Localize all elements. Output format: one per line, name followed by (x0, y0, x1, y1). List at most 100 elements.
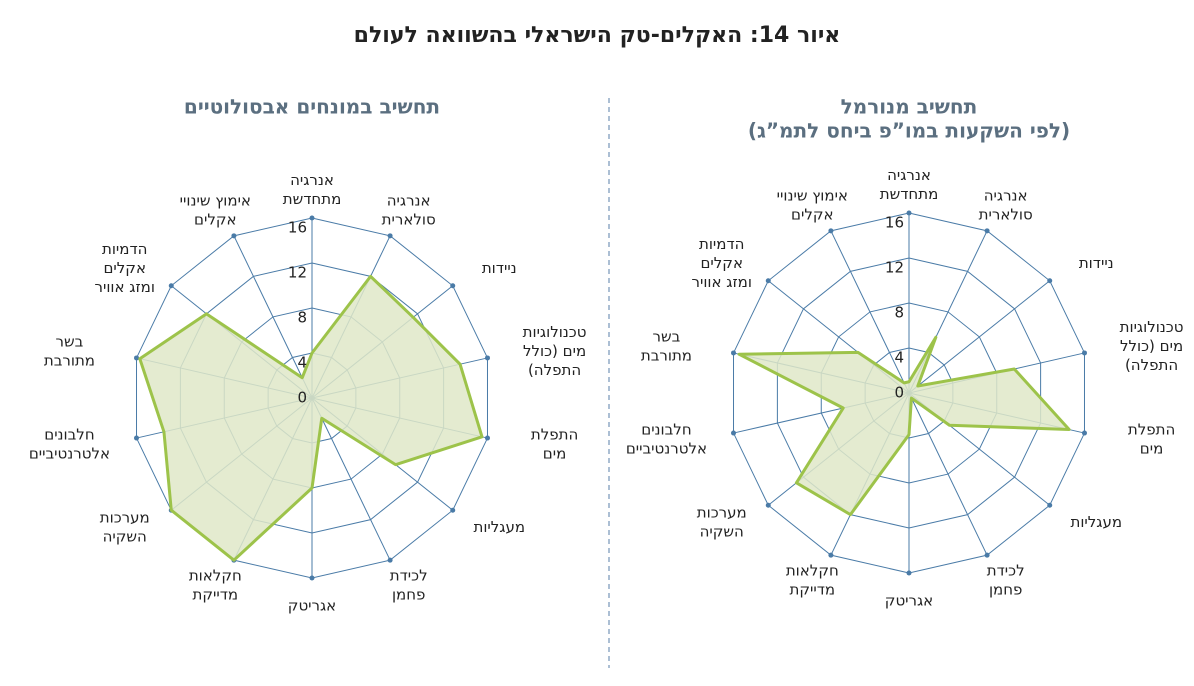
category-label: אקלים (194, 211, 237, 229)
spoke-end (1047, 278, 1053, 284)
y-tick-label: 0 (297, 389, 307, 407)
category-label: מדייקת (790, 580, 836, 598)
spoke (311, 397, 391, 561)
spoke-end (828, 228, 834, 234)
category-label: פחמן (989, 580, 1022, 598)
category-label: אנרגיה (984, 187, 1028, 205)
category-label: מעגליות (473, 518, 525, 536)
category-label: הדמיות (699, 235, 744, 253)
category-label: סולארית (979, 206, 1033, 224)
spoke-end (731, 430, 737, 436)
spoke-end (828, 552, 834, 558)
spoke-end (231, 233, 237, 239)
figure-title: איור 14: האקלים-טק הישראלי בהשוואה לעולם (354, 23, 841, 48)
category-label: אימוץ שינויי (180, 192, 251, 210)
category-label: מתחדשת (283, 190, 342, 208)
category-label: סולארית (382, 211, 436, 229)
spoke-end (134, 435, 140, 441)
spoke-end (168, 283, 174, 289)
spoke (908, 280, 1051, 394)
data-area (138, 274, 484, 562)
y-tick-label: 12 (885, 259, 904, 277)
category-label: אגריטק (885, 592, 933, 610)
y-tick-label: 4 (297, 354, 307, 372)
category-label: מים (כולל (1120, 337, 1183, 355)
category-label: חלבונים (44, 425, 94, 443)
category-label: חלבונים (641, 420, 691, 438)
category-label: מים (543, 444, 567, 462)
spoke-end (387, 233, 393, 239)
category-label: חקלאות (786, 561, 839, 579)
spoke (908, 392, 988, 556)
category-label: אקלים (791, 206, 834, 224)
category-label: ומזג אוויר (692, 273, 752, 291)
category-label: אקלים (103, 259, 146, 277)
category-label: ניידות (1079, 254, 1114, 272)
spoke-end (309, 575, 315, 581)
category-label: התפלה) (528, 361, 581, 379)
category-label: מתחדשת (880, 185, 939, 203)
category-label: השקיה (103, 528, 147, 546)
category-label: ומזג אוויר (95, 278, 155, 296)
y-tick-label: 8 (297, 309, 307, 327)
category-label: מים (כולל (523, 342, 586, 360)
category-label: מתורבת (44, 352, 95, 370)
category-label: חקלאות (189, 566, 242, 584)
spoke (233, 235, 313, 399)
chart-title: תחשיב במונחים אבסולוטיים (184, 95, 440, 119)
spoke-end (484, 435, 490, 441)
y-tick-label: 12 (288, 264, 307, 282)
category-label: אימוץ שינויי (777, 187, 848, 205)
category-label: לכידת (390, 566, 428, 584)
category-label: אגריטק (288, 597, 336, 615)
y-tick-label: 4 (894, 349, 904, 367)
spoke-end (731, 350, 737, 356)
category-label: הדמיות (102, 240, 147, 258)
category-label: התפלת (531, 425, 578, 443)
category-label: אנרגיה (387, 192, 431, 210)
category-label: אלטרנטיביים (626, 439, 707, 457)
spoke-end (1081, 430, 1087, 436)
spoke-end (906, 570, 912, 576)
y-tick-label: 0 (894, 384, 904, 402)
category-label: אנרגיה (290, 171, 334, 189)
spoke-end (450, 507, 456, 513)
spoke-end (984, 228, 990, 234)
category-label: התפלה) (1125, 356, 1178, 374)
spoke-end (906, 210, 912, 216)
category-label: אנרגיה (887, 166, 931, 184)
category-label: טכנולוגיות (523, 323, 587, 341)
spoke-end (134, 355, 140, 361)
category-label: לכידת (987, 561, 1025, 579)
category-label: טכנולוגיות (1120, 318, 1184, 336)
spoke-end (984, 552, 990, 558)
spoke-end (450, 283, 456, 289)
data-area (737, 335, 1071, 517)
category-label: מערכות (697, 504, 747, 522)
category-label: בשר (56, 333, 84, 351)
y-tick-label: 16 (288, 219, 307, 237)
category-label: בשר (653, 328, 681, 346)
spoke-end (1081, 350, 1087, 356)
category-label: אקלים (700, 254, 743, 272)
spoke-end (765, 278, 771, 284)
spoke-end (387, 557, 393, 563)
category-label: פחמן (392, 585, 425, 603)
category-label: השקיה (700, 523, 744, 541)
chart-subtitle: (לפי השקעות במו”פ ביחס לתמ”ג) (748, 119, 1070, 143)
spoke (830, 230, 910, 394)
chart-title: תחשיב מנורמל (841, 95, 978, 119)
category-label: התפלת (1128, 420, 1175, 438)
category-label: ניידות (482, 259, 517, 277)
category-label: מעגליות (1070, 513, 1122, 531)
category-label: מים (1140, 439, 1164, 457)
spoke-end (484, 355, 490, 361)
category-label: מדייקת (193, 585, 239, 603)
category-label: מתורבת (641, 347, 692, 365)
y-tick-label: 16 (885, 214, 904, 232)
y-tick-label: 8 (894, 304, 904, 322)
spoke-end (765, 502, 771, 508)
category-label: אלטרנטיביים (29, 444, 110, 462)
